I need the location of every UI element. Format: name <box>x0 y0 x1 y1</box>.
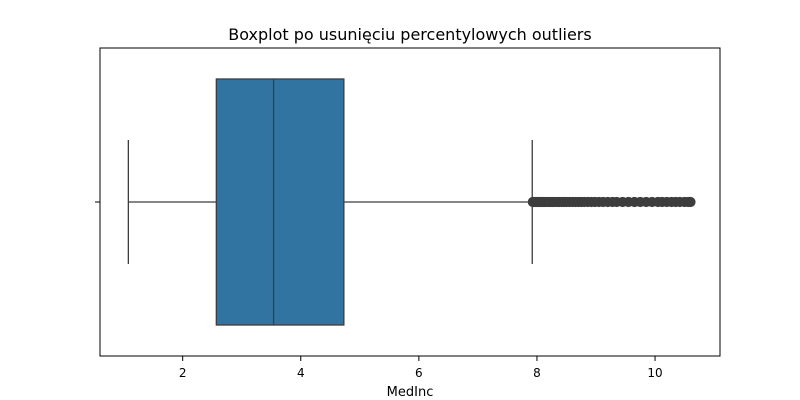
outlier-point <box>685 196 696 208</box>
x-tick-label: 8 <box>533 366 541 380</box>
x-tick-label: 6 <box>415 366 423 380</box>
x-tick-label: 10 <box>647 366 662 380</box>
chart-title: Boxplot po usunięciu percentylowych outl… <box>228 25 591 44</box>
x-tick-label: 4 <box>297 366 305 380</box>
iqr-box <box>215 78 345 326</box>
x-tick-label: 2 <box>179 366 187 380</box>
x-axis-label: MedInc <box>387 385 434 400</box>
